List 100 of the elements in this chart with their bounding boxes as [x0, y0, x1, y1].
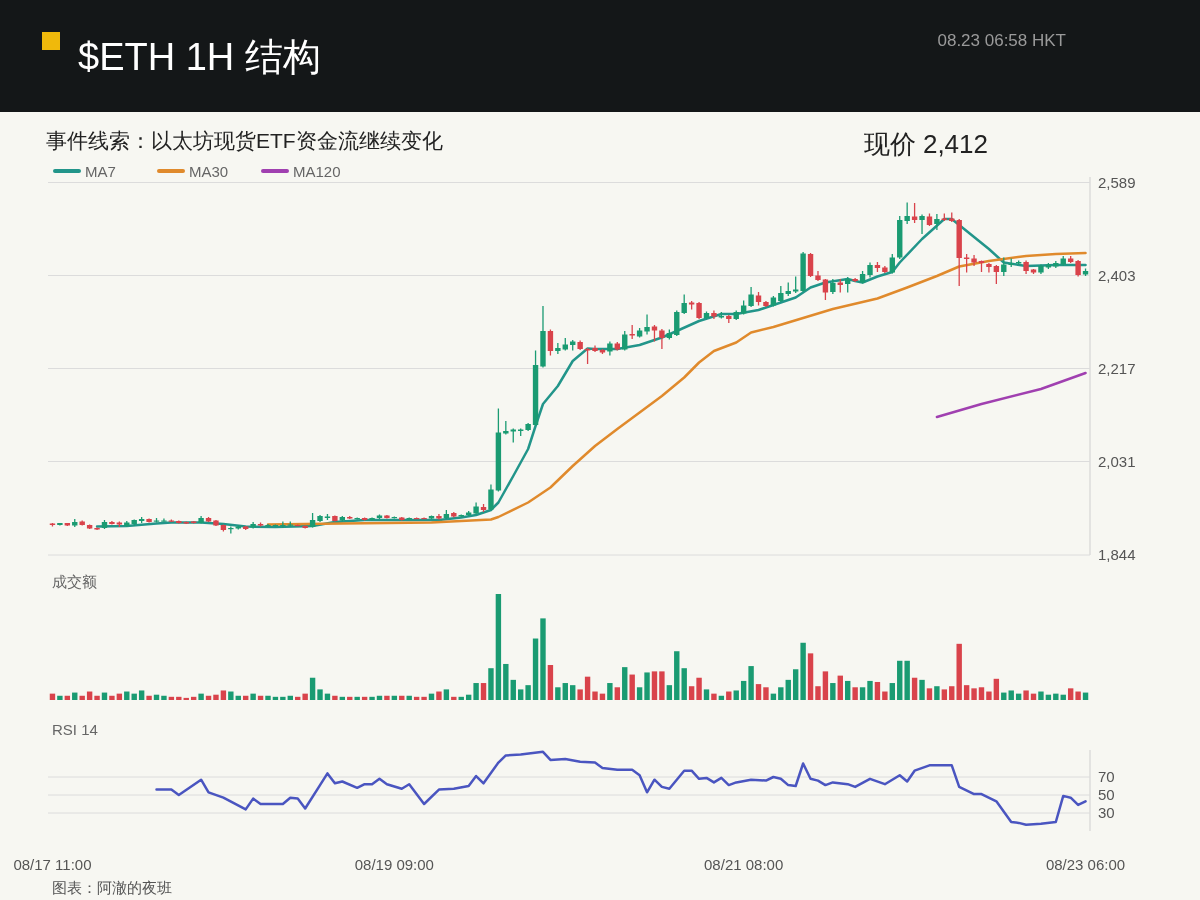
bar: [503, 663, 509, 700]
bar: [547, 665, 554, 700]
bar: [800, 642, 806, 700]
bar: [911, 677, 918, 700]
bar: [949, 686, 955, 700]
y-tick-label: 30: [1098, 804, 1115, 821]
bar: [250, 693, 256, 700]
bar: [540, 618, 546, 700]
bar: [971, 688, 977, 700]
text: 08.23 06:58 HKT: [937, 31, 1066, 50]
bar: [674, 651, 680, 700]
candlestick: [280, 520, 286, 529]
bar: [629, 674, 635, 700]
bar: [213, 694, 219, 700]
bar: [309, 677, 316, 700]
candlestick: [748, 286, 754, 308]
bar: [607, 683, 613, 700]
bar: [1038, 691, 1044, 700]
bar: [763, 687, 769, 700]
bar: [510, 679, 516, 700]
bar: [874, 681, 881, 700]
bar: [659, 671, 665, 700]
bar: [1008, 690, 1014, 700]
x-tick-label: 08/23 06:00: [1045, 856, 1126, 873]
bar: [636, 687, 643, 700]
candlestick: [822, 278, 829, 301]
bar: [451, 696, 457, 700]
y-tick-label: 2,031: [1098, 452, 1136, 470]
bar: [161, 695, 167, 700]
text: 图表：阿澈的夜班: [52, 879, 172, 896]
bar: [138, 690, 145, 700]
bar: [711, 693, 717, 700]
y-tick-label: 2,217: [1098, 359, 1136, 377]
bar: [265, 695, 271, 700]
bar: [837, 675, 843, 700]
candlestick: [644, 313, 650, 336]
bar: [1053, 693, 1059, 700]
bar: [904, 660, 910, 700]
bar: [443, 689, 450, 700]
bar: [332, 695, 338, 700]
chart-title: RSI 14: [52, 721, 98, 738]
candlestick: [934, 213, 940, 231]
bar: [807, 653, 814, 700]
chart-title: $ETH 1H 结构: [78, 36, 321, 78]
bar: [79, 695, 85, 700]
bar: [889, 683, 895, 700]
bar: [198, 693, 204, 700]
candlestick: [622, 330, 628, 352]
bar: [354, 696, 360, 700]
bar: [934, 686, 940, 700]
bar: [785, 679, 791, 700]
bar: [473, 683, 479, 700]
bar: [488, 668, 494, 700]
bar: [280, 696, 286, 700]
bar: [867, 680, 873, 700]
candlestick: [681, 293, 687, 315]
candlestick: [555, 342, 561, 355]
candlestick: [919, 213, 925, 235]
bar: [570, 685, 576, 700]
bar: [778, 687, 784, 700]
bar: [978, 687, 985, 700]
legend-label: MA30: [189, 163, 229, 180]
bar: [845, 680, 851, 700]
y-tick-label: 2,403: [1098, 266, 1136, 284]
bar: [993, 678, 1000, 700]
chart-title: 成交额: [52, 573, 97, 590]
bar: [830, 683, 836, 700]
bar: [109, 695, 115, 700]
bar: [666, 685, 673, 700]
bar: [94, 695, 100, 700]
candlestick: [488, 483, 494, 512]
candlestick: [815, 270, 821, 282]
candlestick: [986, 262, 992, 274]
bar: [815, 686, 821, 700]
candlestick: [161, 517, 167, 523]
bar: [1067, 688, 1074, 700]
bar: [859, 687, 866, 700]
bar: [919, 679, 925, 700]
bar: [941, 689, 948, 700]
bar: [57, 695, 63, 700]
bar: [755, 684, 762, 700]
bar: [926, 688, 933, 700]
bar: [882, 691, 888, 700]
candlestick: [265, 523, 271, 528]
candlestick: [993, 264, 1000, 285]
x-tick-label: 08/17 11:00: [13, 856, 92, 873]
candlestick: [971, 254, 977, 267]
bar: [317, 689, 323, 700]
bar: [562, 683, 568, 700]
bar: [986, 691, 992, 700]
bar: [584, 676, 591, 700]
bar: [384, 695, 390, 700]
bar: [480, 683, 487, 700]
candlestick: [889, 253, 895, 275]
bar: [183, 697, 189, 700]
bar: [622, 667, 628, 700]
legend-label: MA7: [85, 163, 116, 180]
bar: [1075, 691, 1081, 700]
bar: [792, 669, 799, 700]
bar: [421, 696, 427, 700]
